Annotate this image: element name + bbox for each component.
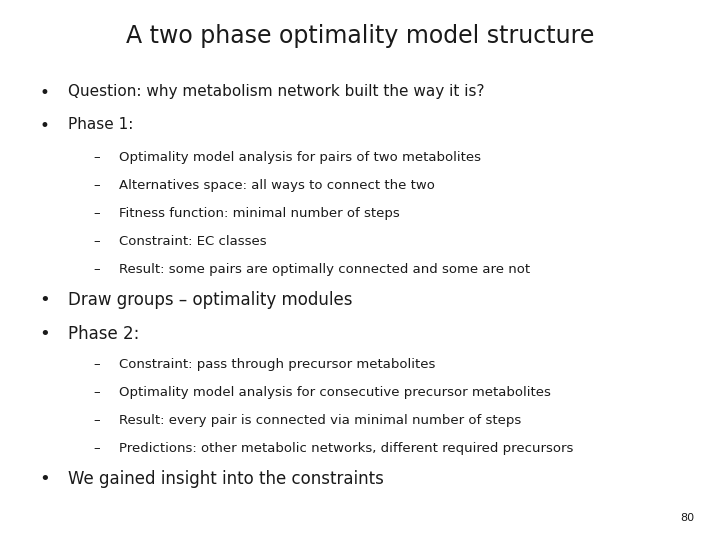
Text: Result: every pair is connected via minimal number of steps: Result: every pair is connected via mini… bbox=[119, 414, 521, 427]
Text: –: – bbox=[94, 179, 100, 192]
Text: •: • bbox=[40, 117, 50, 135]
Text: We gained insight into the constraints: We gained insight into the constraints bbox=[68, 470, 384, 488]
Text: 80: 80 bbox=[680, 512, 695, 523]
Text: –: – bbox=[94, 386, 100, 399]
Text: –: – bbox=[94, 414, 100, 427]
Text: •: • bbox=[40, 84, 50, 102]
Text: •: • bbox=[40, 325, 50, 342]
Text: –: – bbox=[94, 263, 100, 276]
Text: Fitness function: minimal number of steps: Fitness function: minimal number of step… bbox=[119, 207, 400, 220]
Text: Constraint: EC classes: Constraint: EC classes bbox=[119, 235, 266, 248]
Text: Predictions: other metabolic networks, different required precursors: Predictions: other metabolic networks, d… bbox=[119, 442, 573, 455]
Text: Phase 1:: Phase 1: bbox=[68, 117, 134, 132]
Text: •: • bbox=[40, 470, 50, 488]
Text: A two phase optimality model structure: A two phase optimality model structure bbox=[126, 24, 594, 48]
Text: Optimality model analysis for consecutive precursor metabolites: Optimality model analysis for consecutiv… bbox=[119, 386, 551, 399]
Text: –: – bbox=[94, 358, 100, 371]
Text: Constraint: pass through precursor metabolites: Constraint: pass through precursor metab… bbox=[119, 358, 435, 371]
Text: –: – bbox=[94, 235, 100, 248]
Text: Alternatives space: all ways to connect the two: Alternatives space: all ways to connect … bbox=[119, 179, 435, 192]
Text: Draw groups – optimality modules: Draw groups – optimality modules bbox=[68, 291, 353, 309]
Text: –: – bbox=[94, 151, 100, 164]
Text: –: – bbox=[94, 442, 100, 455]
Text: Result: some pairs are optimally connected and some are not: Result: some pairs are optimally connect… bbox=[119, 263, 530, 276]
Text: Optimality model analysis for pairs of two metabolites: Optimality model analysis for pairs of t… bbox=[119, 151, 481, 164]
Text: Question: why metabolism network built the way it is?: Question: why metabolism network built t… bbox=[68, 84, 485, 99]
Text: –: – bbox=[94, 207, 100, 220]
Text: Phase 2:: Phase 2: bbox=[68, 325, 140, 342]
Text: •: • bbox=[40, 291, 50, 309]
